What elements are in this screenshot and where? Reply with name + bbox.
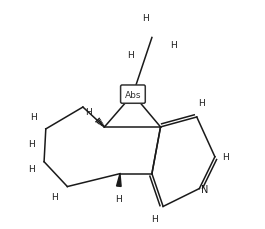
Text: N: N bbox=[201, 184, 208, 194]
Text: H: H bbox=[28, 164, 34, 173]
Text: H: H bbox=[198, 98, 205, 107]
Text: H: H bbox=[170, 41, 177, 50]
Text: H: H bbox=[222, 153, 229, 161]
Text: H: H bbox=[115, 194, 122, 203]
Text: Abs: Abs bbox=[125, 90, 141, 99]
Text: H: H bbox=[28, 140, 34, 149]
Text: H: H bbox=[151, 214, 158, 223]
Polygon shape bbox=[117, 174, 121, 187]
Text: H: H bbox=[143, 14, 149, 23]
Text: H: H bbox=[51, 192, 58, 201]
FancyBboxPatch shape bbox=[121, 86, 145, 104]
Text: H: H bbox=[30, 113, 37, 122]
Text: H: H bbox=[86, 107, 92, 116]
Text: H: H bbox=[127, 51, 134, 60]
